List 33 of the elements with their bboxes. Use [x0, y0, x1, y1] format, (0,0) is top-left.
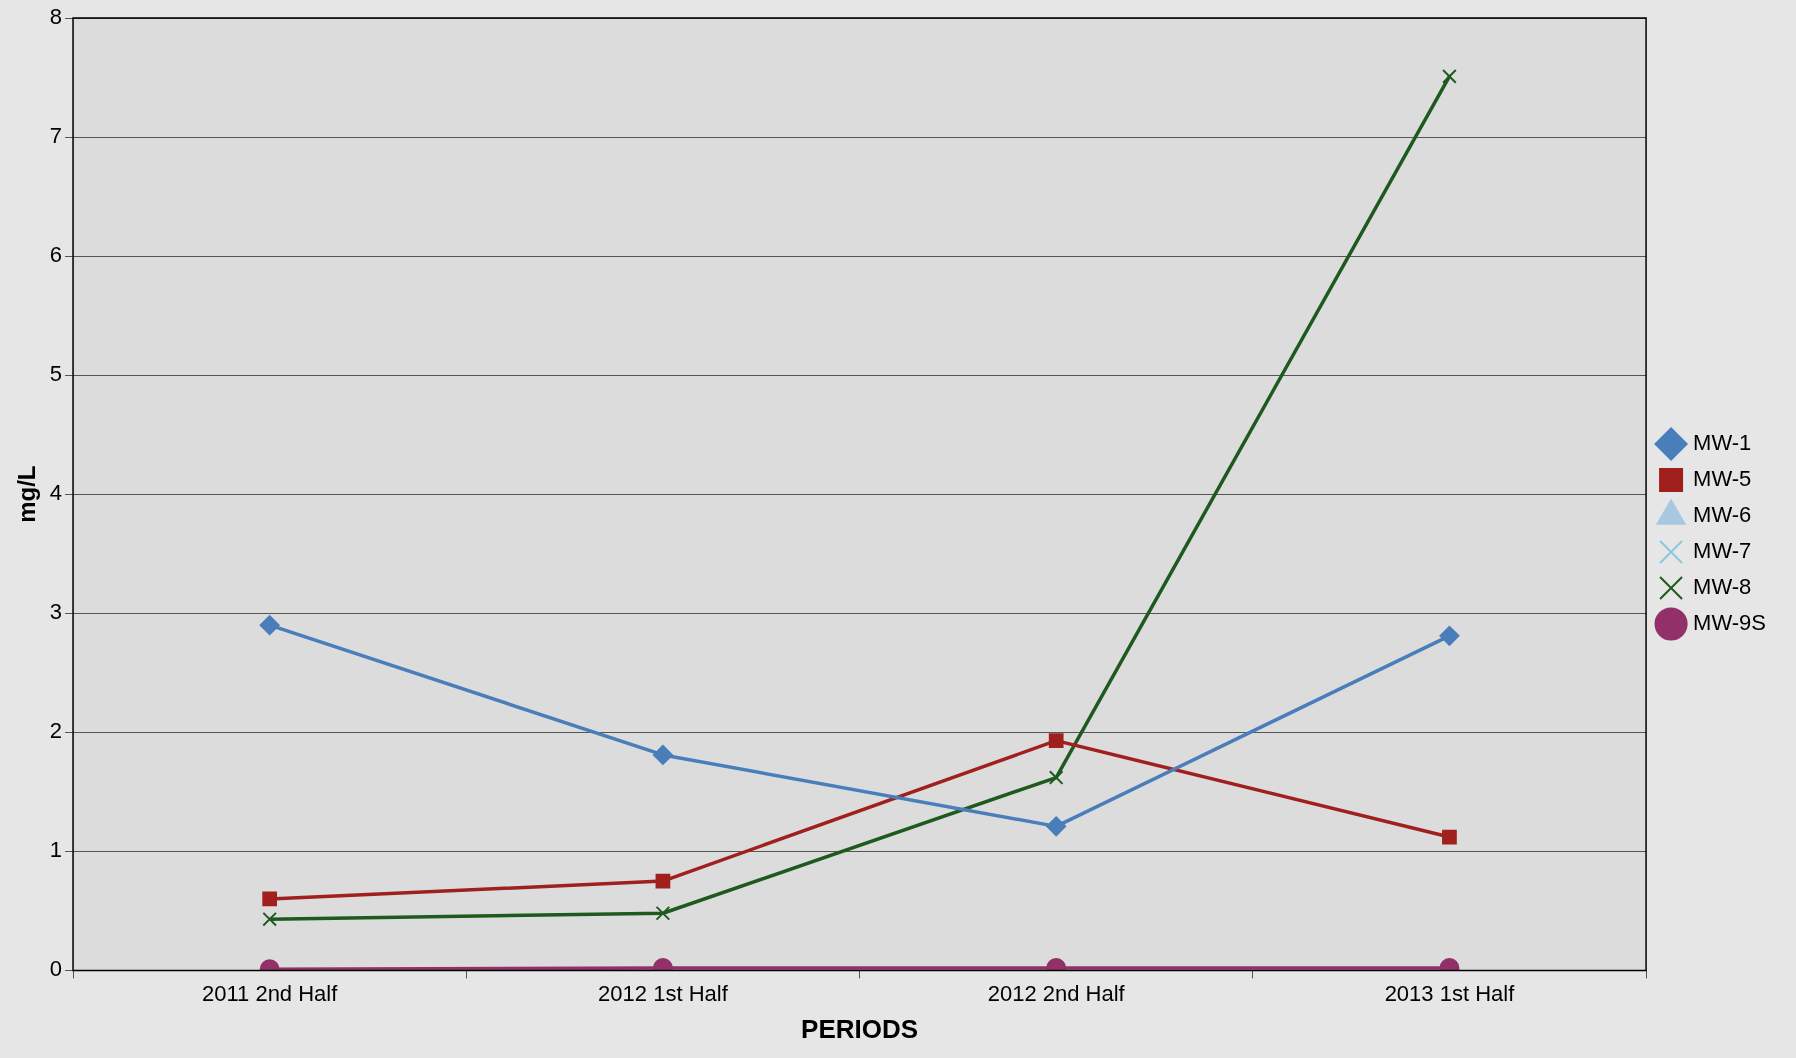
- point: [1048, 733, 1064, 748]
- legend-label: MW-9S: [1693, 610, 1767, 636]
- y-tick-label: 2: [49, 718, 63, 744]
- legend-label: MW-8: [1693, 574, 1752, 600]
- y-tick-label: 8: [49, 4, 63, 30]
- point: [1442, 829, 1457, 845]
- x-tick-label: 2012 1st Half: [598, 980, 729, 1006]
- point: [655, 905, 671, 921]
- point: [1442, 68, 1457, 84]
- x-tick-label: 2013 1st Half: [1384, 980, 1516, 1006]
- y-tick-label: 0: [49, 956, 63, 982]
- y-axis-title: mg/L: [13, 465, 41, 523]
- point: [1046, 816, 1067, 837]
- x-axis-title: PERIODS: [801, 1013, 919, 1044]
- legend-label: MW-6: [1693, 502, 1752, 528]
- y-tick-label: 4: [49, 480, 63, 506]
- y-tick-label: 1: [49, 837, 63, 863]
- legend-label: MW-7: [1693, 538, 1752, 564]
- y-tick-label: 5: [49, 361, 63, 387]
- y-tick-label: 7: [49, 123, 63, 149]
- y-tick-label: 6: [49, 242, 63, 268]
- y-tick-label: 3: [49, 599, 63, 625]
- point: [262, 891, 278, 907]
- x-tick-label: 2012 2nd Half: [987, 980, 1126, 1006]
- point: [259, 615, 280, 636]
- point: [1439, 625, 1460, 646]
- point: [652, 744, 673, 765]
- point: [655, 873, 671, 889]
- legend-label: MW-5: [1693, 466, 1752, 492]
- point: [262, 911, 278, 927]
- x-tick-label: 2011 2nd Half: [201, 980, 339, 1006]
- point: [1048, 770, 1064, 785]
- legend-label: MW-1: [1693, 430, 1752, 456]
